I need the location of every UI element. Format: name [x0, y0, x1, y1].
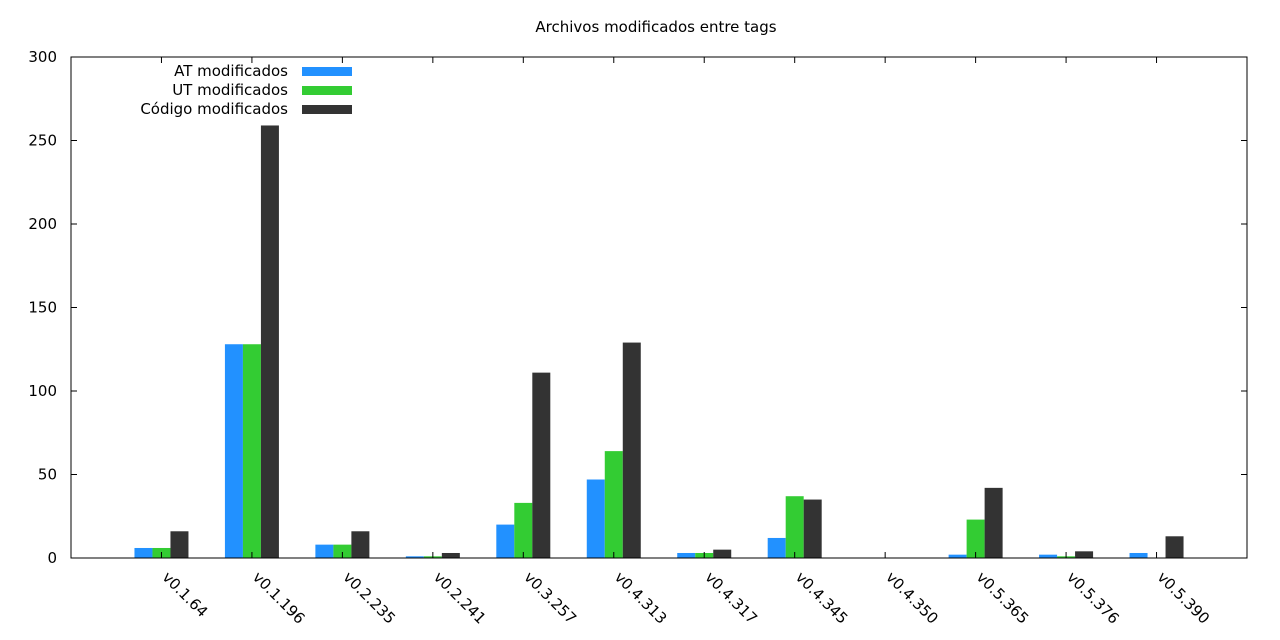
- bar-1-v0.2.241: [405, 556, 424, 558]
- bar-3-v0.5.376: [1075, 551, 1094, 558]
- chart-title: Archivos modificados entre tags: [535, 18, 776, 36]
- bar-3-v0.4.313: [622, 342, 641, 558]
- bar-3-v0.2.241: [441, 552, 460, 558]
- x-tick-label: v0.4.350: [882, 568, 941, 627]
- bar-2-v0.4.313: [604, 451, 623, 558]
- bar-1-v0.4.317: [677, 552, 696, 558]
- legend-label: Código modificados: [140, 100, 288, 118]
- x-tick-label: v0.2.235: [340, 568, 399, 627]
- bar-3-v0.5.390: [1165, 536, 1184, 558]
- bar-3-v0.1.196: [260, 125, 279, 558]
- bar-1-v0.3.257: [496, 524, 515, 558]
- legend-swatch: [302, 86, 352, 95]
- bar-2-v0.3.257: [514, 502, 533, 558]
- bar-1-v0.5.390: [1129, 552, 1148, 558]
- y-tick-label: 150: [28, 299, 57, 317]
- bars-layer: [134, 125, 1184, 558]
- x-tick-label: v0.5.376: [1063, 568, 1122, 627]
- x-tick-label: v0.1.64: [159, 568, 212, 621]
- bar-1-v0.5.376: [1039, 554, 1058, 558]
- legend-label: AT modificados: [174, 62, 288, 80]
- bar-2-v0.5.365: [966, 519, 985, 558]
- bar-2-v0.2.235: [333, 544, 352, 558]
- bar-3-v0.3.257: [532, 372, 551, 558]
- x-tick-label: v0.5.390: [1154, 568, 1213, 627]
- x-tick-label: v0.1.196: [249, 568, 308, 627]
- bar-1-v0.5.365: [948, 554, 967, 558]
- bar-1-v0.2.235: [315, 544, 334, 558]
- bar-2-v0.4.345: [785, 496, 804, 558]
- y-tick-label: 0: [47, 549, 57, 567]
- bar-3-v0.2.235: [351, 531, 370, 558]
- legend-label: UT modificados: [172, 81, 288, 99]
- x-tick-label: v0.4.313: [611, 568, 670, 627]
- bar-1-v0.1.196: [224, 344, 243, 558]
- y-tick-label: 200: [28, 215, 57, 233]
- bar-2-v0.1.196: [242, 344, 261, 558]
- x-tick-label: v0.5.365: [973, 568, 1032, 627]
- legend-swatch: [302, 67, 352, 76]
- y-tick-label: 100: [28, 382, 57, 400]
- bar-1-v0.1.64: [134, 547, 153, 558]
- x-tick-label: v0.3.257: [520, 568, 579, 627]
- bar-1-v0.4.345: [767, 537, 786, 558]
- y-tick-label: 300: [28, 48, 57, 66]
- y-tick-label: 250: [28, 132, 57, 150]
- legend-swatch: [302, 105, 352, 114]
- bar-3-v0.1.64: [170, 531, 189, 558]
- y-tick-label: 50: [38, 466, 57, 484]
- bar-3-v0.5.365: [984, 487, 1003, 558]
- bar-3-v0.4.345: [803, 499, 822, 558]
- x-tick-label: v0.2.241: [430, 568, 489, 627]
- x-tick-label: v0.4.317: [701, 568, 760, 627]
- bar-1-v0.4.313: [586, 479, 605, 558]
- x-tick-label: v0.4.345: [792, 568, 851, 627]
- bar-3-v0.4.317: [713, 549, 732, 558]
